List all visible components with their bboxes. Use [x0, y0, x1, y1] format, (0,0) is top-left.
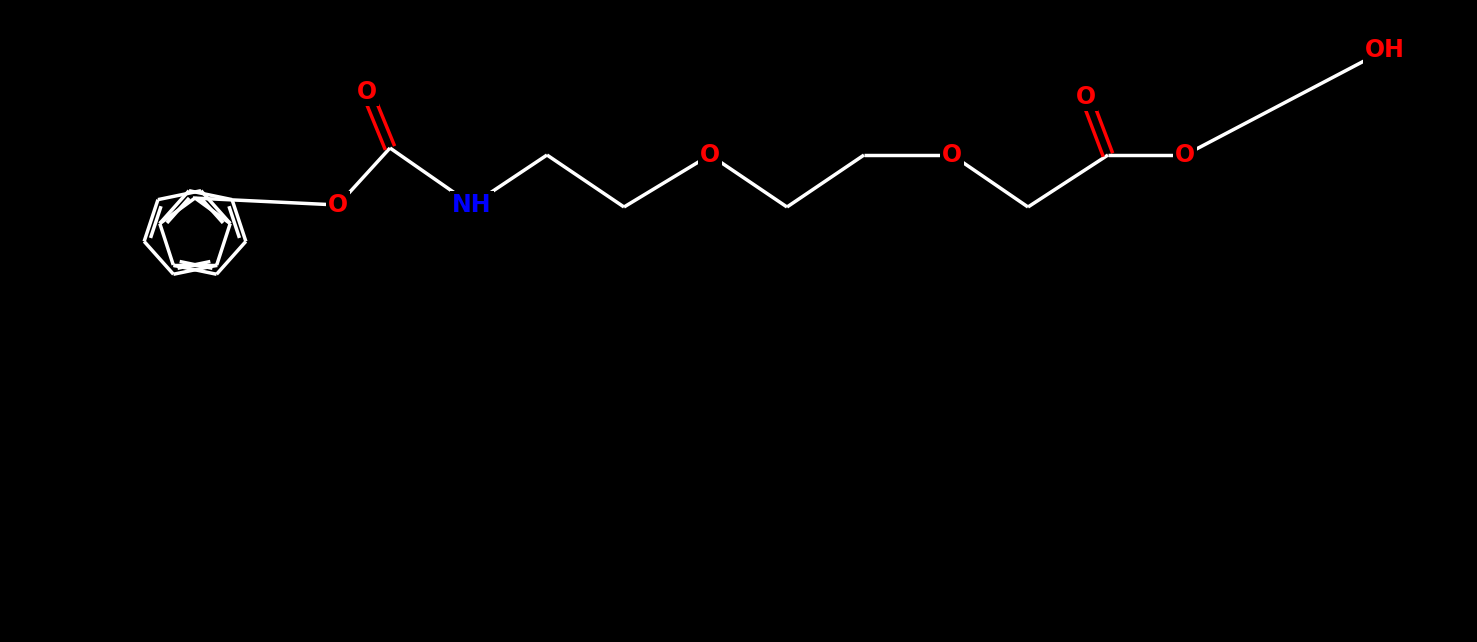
Text: O: O [328, 193, 349, 217]
Text: O: O [1174, 143, 1195, 167]
Text: NH: NH [452, 193, 492, 217]
Text: O: O [357, 80, 377, 104]
Text: OH: OH [1365, 38, 1405, 62]
Text: O: O [700, 143, 721, 167]
Text: O: O [1075, 85, 1096, 109]
Text: O: O [942, 143, 962, 167]
